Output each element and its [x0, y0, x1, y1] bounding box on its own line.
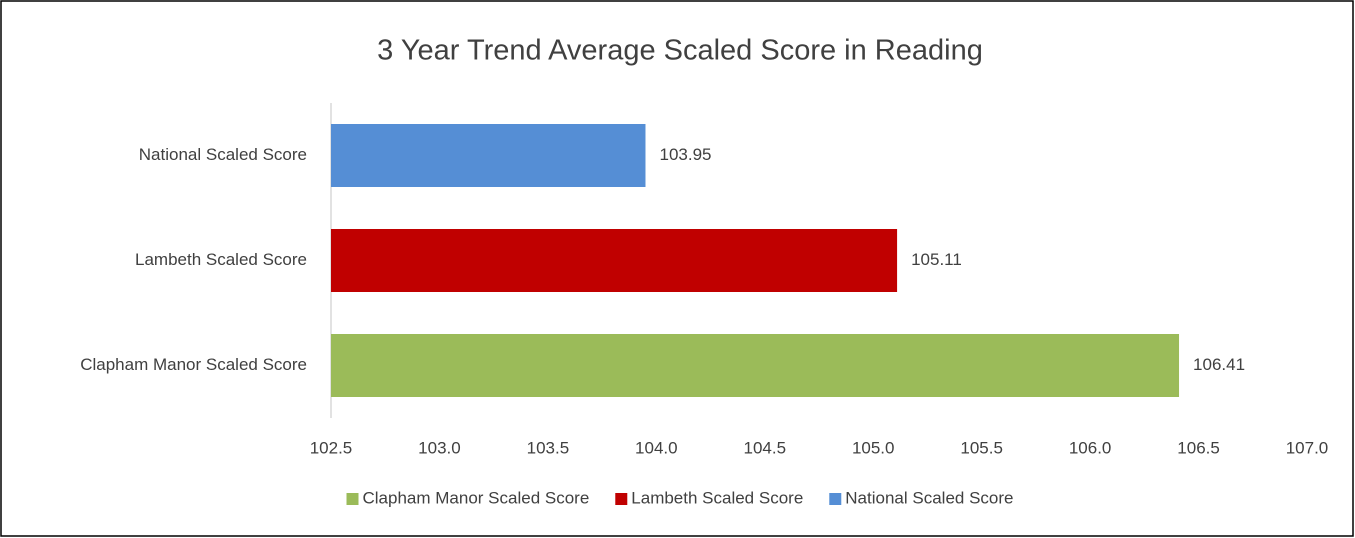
x-tick-label: 106.0 [1069, 438, 1112, 457]
x-tick-label: 105.5 [960, 438, 1003, 457]
data-label: 106.41 [1193, 355, 1245, 374]
legend-swatch [615, 493, 628, 505]
x-tick-label: 106.5 [1177, 438, 1220, 457]
data-label: 103.95 [659, 145, 711, 164]
legend-label: Clapham Manor Scaled Score [363, 488, 590, 507]
legend-label: National Scaled Score [845, 488, 1013, 507]
x-tick-label: 104.5 [744, 438, 787, 457]
x-tick-label: 107.0 [1286, 438, 1329, 457]
x-tick-label: 103.5 [527, 438, 570, 457]
legend-label: Lambeth Scaled Score [631, 488, 803, 507]
bar [331, 229, 898, 292]
x-tick-label: 104.0 [635, 438, 678, 457]
y-tick-label: Lambeth Scaled Score [135, 250, 307, 269]
y-tick-label: Clapham Manor Scaled Score [80, 355, 307, 374]
bar [331, 334, 1180, 397]
data-label: 105.11 [911, 250, 962, 269]
bar [331, 124, 646, 187]
legend-swatch [829, 493, 842, 505]
x-tick-label: 102.5 [310, 438, 353, 457]
y-tick-label: National Scaled Score [139, 145, 307, 164]
x-tick-label: 103.0 [418, 438, 461, 457]
legend-swatch [346, 493, 359, 505]
chart-title: 3 Year Trend Average Scaled Score in Rea… [377, 35, 983, 67]
x-tick-label: 105.0 [852, 438, 895, 457]
